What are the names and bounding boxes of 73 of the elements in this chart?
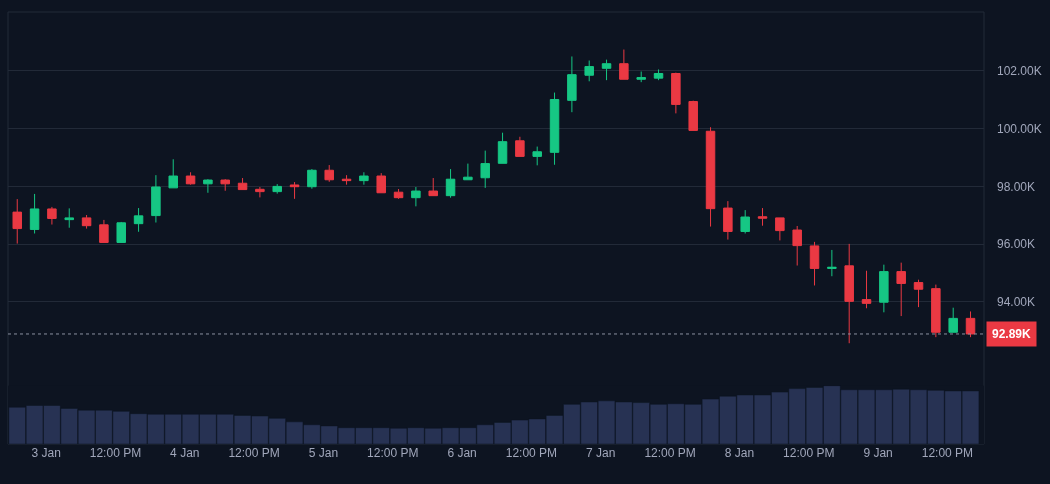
- candlestick: [671, 72, 681, 114]
- candlestick: [428, 177, 438, 197]
- x-tick-label: 12:00 PM: [367, 446, 419, 460]
- candlestick: [792, 225, 802, 267]
- candlestick: [99, 219, 109, 243]
- x-tick-label: 5 Jan: [308, 446, 339, 460]
- candlestick: [12, 198, 22, 245]
- candlestick: [515, 136, 525, 157]
- candlestick: [584, 60, 594, 82]
- x-tick-label: 7 Jan: [586, 446, 616, 460]
- candlestick: [965, 310, 976, 338]
- candlestick: [636, 70, 646, 83]
- candlestick: [168, 158, 178, 189]
- y-tick-label: 98.00K: [997, 179, 1036, 194]
- candlestick: [64, 207, 74, 229]
- x-tick-label: 9 Jan: [863, 446, 893, 460]
- y-tick-label: 102.00K: [997, 64, 1042, 79]
- x-tick-label: 6 Jan: [447, 446, 477, 460]
- x-tick-label: 3 Jan: [31, 446, 61, 460]
- candlestick: [757, 207, 768, 227]
- candlestick: [289, 181, 300, 200]
- x-tick-label: 12:00 PM: [921, 446, 974, 460]
- candlestick: [497, 132, 508, 164]
- candlestick: [116, 221, 126, 243]
- candlestick: [844, 243, 854, 344]
- candlestick: [359, 171, 369, 186]
- candlestick: [255, 186, 265, 198]
- candlestick: [307, 168, 317, 190]
- candlestick: [203, 178, 213, 194]
- x-tick-label: 12:00 PM: [228, 446, 280, 460]
- candlestick: [619, 49, 629, 80]
- x-tick-label: 12:00 PM: [89, 446, 142, 460]
- candlestick: [463, 163, 473, 181]
- ref-line-label: 92.89K: [992, 327, 1032, 341]
- x-tick-label: 8 Jan: [724, 446, 755, 460]
- candlestick: [740, 209, 750, 234]
- y-tick-label: 100.00K: [997, 121, 1042, 136]
- candlestick: [47, 206, 57, 226]
- candlestick: [411, 186, 421, 207]
- candlestick: [133, 207, 144, 233]
- x-tick-label: 12:00 PM: [783, 446, 835, 460]
- candlestick: [185, 171, 196, 186]
- candlestick: [549, 92, 560, 166]
- candlestick: [532, 146, 542, 166]
- candlestick: [324, 164, 334, 183]
- candlestick: [567, 55, 577, 113]
- candlestick: [809, 241, 820, 286]
- candlestick: [151, 174, 161, 224]
- candlestick: [705, 126, 716, 228]
- candlestick: [879, 264, 889, 313]
- candlestick: [861, 270, 872, 309]
- x-tick-label: 12:00 PM: [644, 446, 696, 460]
- candlestick: [480, 150, 490, 189]
- candlestick: [931, 284, 941, 338]
- candlestick: [220, 178, 230, 192]
- candlestick: [81, 214, 92, 230]
- candlestick: [29, 193, 40, 234]
- candlestick: [601, 59, 612, 81]
- candlestick: [653, 68, 664, 81]
- y-tick-label: 96.00K: [997, 237, 1036, 252]
- candlestick: [688, 100, 698, 131]
- x-tick-label: 12:00 PM: [505, 446, 558, 460]
- candlestick: [896, 262, 906, 317]
- candlestick: [272, 183, 282, 195]
- x-tick-label: 4 Jan: [170, 446, 200, 460]
- candlestick: [445, 168, 456, 199]
- candlestick: [827, 249, 837, 277]
- candlestick: [775, 217, 785, 241]
- candlestick: [376, 172, 386, 194]
- y-tick-label: 94.00K: [997, 295, 1036, 310]
- candlestick: [948, 307, 958, 333]
- candlestick: [913, 279, 924, 308]
- candlestick: [723, 200, 733, 241]
